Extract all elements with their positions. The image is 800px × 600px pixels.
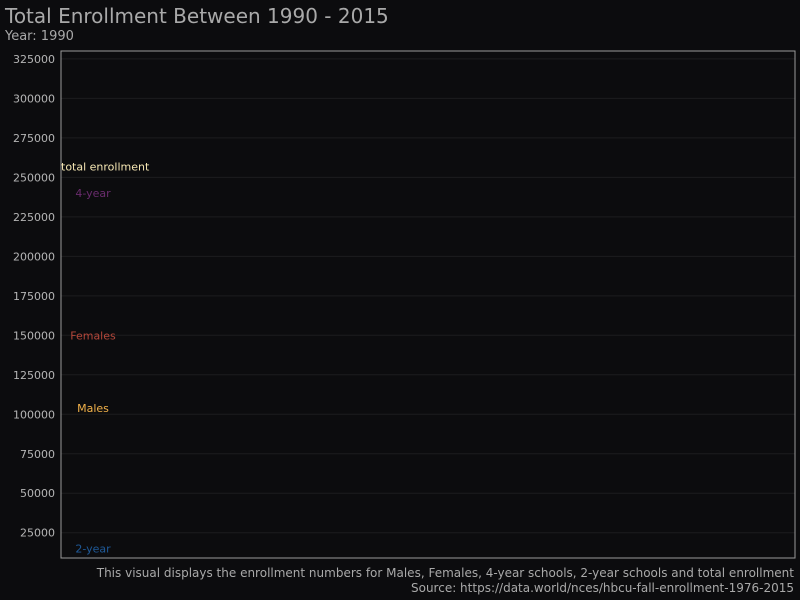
- y-tick-label: 300000: [13, 92, 55, 105]
- series-label-females: Females: [70, 329, 116, 342]
- y-tick-label: 125000: [13, 369, 55, 382]
- series-label-males: Males: [77, 402, 109, 415]
- y-tick-label: 75000: [20, 448, 55, 461]
- y-tick-label: 25000: [20, 527, 55, 540]
- series-label-total-enrollment: total enrollment: [61, 160, 150, 173]
- y-tick-label: 200000: [13, 250, 55, 263]
- y-tick-label: 50000: [20, 487, 55, 500]
- chart-title: Total Enrollment Between 1990 - 2015: [5, 4, 389, 28]
- y-tick-label: 225000: [13, 211, 55, 224]
- y-tick-label: 150000: [13, 329, 55, 342]
- y-tick-label: 275000: [13, 132, 55, 145]
- y-tick-label: 100000: [13, 408, 55, 421]
- y-tick-label: 175000: [13, 290, 55, 303]
- y-tick-label: 250000: [13, 171, 55, 184]
- series-label-4-year: 4-year: [75, 187, 111, 200]
- chart-subtitle: Year: 1990: [5, 29, 74, 44]
- series-label-2-year: 2-year: [75, 543, 111, 556]
- chart-caption: This visual displays the enrollment numb…: [96, 566, 794, 580]
- chart-source: Source: https://data.world/nces/hbcu-fal…: [410, 581, 794, 595]
- y-tick-label: 325000: [13, 53, 55, 66]
- plot-panel-border: [60, 50, 796, 559]
